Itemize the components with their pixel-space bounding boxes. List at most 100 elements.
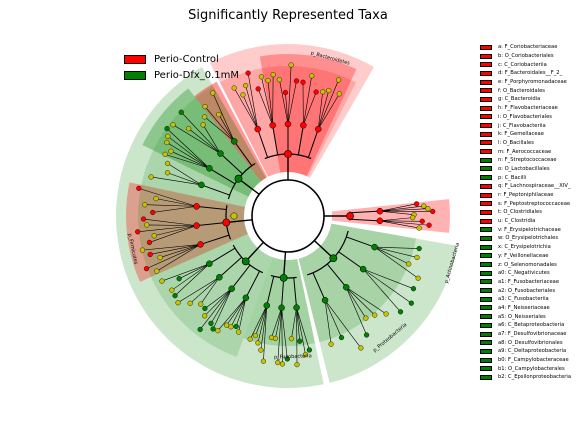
tree-node bbox=[284, 150, 292, 158]
tree-leaf bbox=[293, 78, 300, 84]
taxa-legend-item: a1: F_Fusobacteriaceae bbox=[480, 278, 571, 287]
taxa-legend-item: s: F_Peptostreptococcaceae bbox=[480, 199, 571, 208]
taxa-legend-swatch bbox=[480, 140, 492, 146]
tree-leaf-edge bbox=[165, 154, 210, 169]
tree-branch bbox=[226, 219, 253, 224]
taxa-legend-swatch bbox=[480, 288, 492, 294]
taxa-legend-swatch bbox=[480, 88, 492, 94]
tree-leaf-edge bbox=[218, 114, 235, 142]
tree-leaf-edge bbox=[212, 92, 235, 142]
tree-leaf bbox=[309, 73, 315, 79]
tree-leaf-edge bbox=[143, 218, 197, 226]
tree-leaf-edge bbox=[204, 288, 232, 317]
tree-node bbox=[230, 212, 238, 220]
tree-node bbox=[346, 212, 354, 220]
tree-leaf bbox=[233, 323, 239, 330]
tree-node bbox=[278, 304, 285, 312]
tree-branch bbox=[326, 263, 347, 288]
tree-branch bbox=[245, 270, 261, 299]
tree-leaf-edge bbox=[324, 300, 362, 349]
tree-leaf bbox=[216, 111, 222, 118]
tree-leaf bbox=[178, 109, 184, 115]
tree-leaf bbox=[223, 322, 230, 328]
taxa-legend-swatch bbox=[480, 227, 492, 233]
taxa-legend-item: u: C_Clostridia bbox=[480, 217, 571, 226]
taxa-legend-label: i: O_Flavobacteriales bbox=[498, 113, 553, 120]
taxa-legend-swatch bbox=[480, 279, 492, 285]
taxa-legend-swatch bbox=[480, 348, 492, 354]
tree-leaf-edge bbox=[242, 94, 259, 130]
tree-leaf-edge bbox=[303, 75, 313, 126]
tree-leaf-edge bbox=[303, 91, 317, 126]
taxa-legend-swatch bbox=[480, 149, 492, 155]
tree-leaf bbox=[397, 309, 404, 315]
taxa-legend-swatch bbox=[480, 331, 492, 337]
taxa-legend-item: w: O_Erysipelotrichales bbox=[480, 234, 571, 243]
tree-leaf-edge bbox=[285, 92, 289, 125]
tree-branch bbox=[272, 125, 279, 155]
tree-leaf bbox=[247, 336, 253, 342]
taxa-legend-label: z: O_Selenomonadales bbox=[498, 261, 557, 268]
taxa-legend: a: F_Coriobacteriaceae b: O_Coriobacteria… bbox=[480, 43, 571, 382]
tree-leaf bbox=[159, 278, 165, 284]
tree-leaf bbox=[430, 208, 436, 215]
tree-leaf bbox=[288, 336, 295, 342]
tree-leaf bbox=[306, 347, 312, 353]
tree-leaf-edge bbox=[204, 106, 235, 142]
legend-label-control: Perio-Control bbox=[154, 53, 219, 65]
taxa-legend-swatch bbox=[480, 70, 492, 76]
tree-leaf bbox=[136, 185, 142, 191]
taxa-legend-swatch bbox=[480, 183, 492, 189]
taxa-legend-label: y: F_Veillonellaceae bbox=[498, 252, 549, 259]
tree-leaf bbox=[231, 85, 237, 91]
tree-leaf-edge bbox=[238, 297, 247, 333]
taxa-legend-item: i: O_Flavobacteriales bbox=[480, 113, 571, 122]
tree-branch bbox=[209, 247, 236, 265]
taxa-legend-label: a6: C_Betaproteobacteria bbox=[498, 322, 565, 329]
tree-leaf-edge bbox=[156, 198, 197, 207]
tree-leaf-edge bbox=[363, 268, 414, 289]
tree-leaf-edge bbox=[146, 244, 201, 269]
tree-leaf-edge bbox=[154, 225, 197, 237]
tree-leaf bbox=[198, 301, 204, 307]
tree-node bbox=[293, 304, 300, 311]
taxa-legend-label: a: F_Coriobacteriaceae bbox=[498, 44, 558, 51]
taxa-legend-label: a7: F_Desulfovibrionaceae bbox=[498, 331, 567, 338]
tree-leaf-edge bbox=[379, 220, 430, 226]
tree-leaf-edge bbox=[345, 287, 367, 336]
tree-leaf-edge bbox=[217, 297, 247, 331]
taxa-legend-swatch bbox=[480, 357, 492, 363]
tree-node bbox=[284, 120, 292, 128]
tree-leaf-edge bbox=[379, 217, 413, 222]
taxa-legend-swatch bbox=[480, 79, 492, 85]
taxa-legend-label: a9: C_Deltaproteobacteria bbox=[498, 348, 567, 355]
tree-leaf bbox=[202, 305, 208, 312]
legend-label-dfx: Perio-Dfx_0.1mM bbox=[154, 69, 240, 81]
tree-node bbox=[263, 302, 271, 309]
tree-leaf bbox=[258, 347, 264, 353]
taxa-legend-label: c: C_Coriobacteriia bbox=[498, 61, 547, 68]
tree-branch bbox=[238, 178, 260, 195]
tree-leaf bbox=[282, 89, 289, 96]
tree-leaf-edge bbox=[379, 205, 424, 212]
taxa-legend-label: m: F_Aerococcaceae bbox=[498, 148, 552, 155]
tree-leaf-edge bbox=[362, 268, 412, 304]
taxa-legend-label: q: F_Lachnospiraceae__XIV_ bbox=[498, 183, 571, 190]
tree-leaf bbox=[175, 300, 181, 306]
taxa-legend-swatch bbox=[480, 96, 492, 102]
taxa-legend-label: o: O_Lactobacillales bbox=[498, 165, 550, 172]
taxa-legend-item: c: C_Coriobacteriia bbox=[480, 60, 571, 69]
tree-leaf bbox=[426, 222, 432, 228]
tree-leaf-edge bbox=[166, 142, 210, 169]
taxa-legend-item: f: O_Bacteroidales bbox=[480, 86, 571, 95]
taxa-legend-swatch bbox=[480, 44, 492, 50]
tree-leaf bbox=[336, 91, 342, 97]
taxa-legend-swatch bbox=[480, 175, 492, 181]
tree-leaf bbox=[139, 247, 146, 253]
taxa-legend-label: b: O_Coriobacteriales bbox=[498, 53, 554, 60]
tree-leaf-edge bbox=[291, 307, 297, 339]
taxa-legend-swatch bbox=[480, 244, 492, 250]
taxa-legend-swatch bbox=[480, 305, 492, 311]
tree-leaf bbox=[151, 233, 157, 239]
taxa-legend-label: l: O_Bacillales bbox=[498, 139, 534, 146]
